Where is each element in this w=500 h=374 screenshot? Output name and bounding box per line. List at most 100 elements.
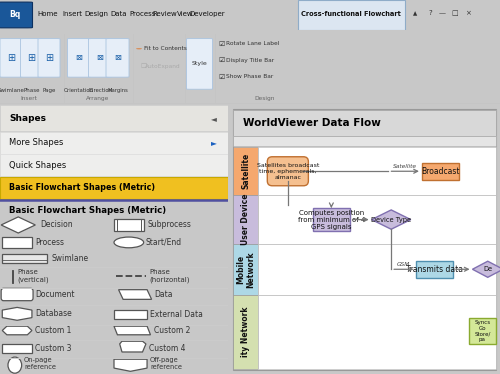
Text: Mobile
Network: Mobile Network	[236, 251, 256, 288]
Text: Show Phase Bar: Show Phase Bar	[226, 74, 273, 79]
FancyBboxPatch shape	[106, 39, 129, 77]
Text: Basic Flowchart Shapes (Metric): Basic Flowchart Shapes (Metric)	[9, 183, 155, 192]
Text: —: —	[439, 10, 446, 16]
Text: On-page
reference: On-page reference	[24, 357, 56, 370]
FancyBboxPatch shape	[0, 39, 22, 77]
FancyBboxPatch shape	[88, 39, 112, 77]
Text: Device Type: Device Type	[371, 217, 412, 223]
Text: Computes position
from minimum of 4
GPS signals: Computes position from minimum of 4 GPS …	[298, 209, 365, 230]
FancyBboxPatch shape	[0, 132, 228, 154]
Text: ⊠: ⊠	[114, 53, 121, 62]
Text: Broadcast: Broadcast	[421, 167, 460, 176]
FancyBboxPatch shape	[0, 177, 228, 199]
Text: □: □	[452, 10, 458, 16]
FancyBboxPatch shape	[416, 261, 453, 278]
Text: GSM: GSM	[397, 262, 410, 267]
Text: Subprocess: Subprocess	[147, 220, 191, 230]
Text: Shapes: Shapes	[9, 114, 46, 123]
FancyBboxPatch shape	[20, 39, 42, 77]
FancyBboxPatch shape	[234, 110, 496, 135]
Text: ity Network: ity Network	[241, 306, 250, 357]
Text: ⊞: ⊞	[28, 53, 36, 63]
Text: ⊞: ⊞	[45, 53, 53, 63]
Text: More Shapes: More Shapes	[9, 138, 64, 147]
Ellipse shape	[114, 237, 144, 248]
Text: Database: Database	[36, 309, 72, 318]
Text: ►: ►	[212, 138, 218, 147]
Text: ×: ×	[464, 10, 470, 16]
Text: Arrange: Arrange	[86, 96, 109, 101]
Text: Data: Data	[154, 290, 173, 299]
Text: Custom 4: Custom 4	[150, 344, 186, 353]
Text: Design: Design	[84, 11, 108, 17]
Text: Style: Style	[192, 61, 208, 67]
FancyBboxPatch shape	[258, 196, 496, 244]
Text: Bq: Bq	[9, 10, 20, 19]
FancyBboxPatch shape	[234, 244, 258, 295]
Text: ▲: ▲	[413, 11, 417, 16]
Polygon shape	[2, 344, 32, 353]
Text: Home: Home	[37, 11, 58, 17]
Text: View: View	[176, 11, 194, 17]
Text: Satellite: Satellite	[393, 164, 417, 169]
Text: ⊠: ⊠	[96, 53, 103, 62]
Text: WorldViewer Data Flow: WorldViewer Data Flow	[243, 118, 381, 128]
Text: Phase
(vertical): Phase (vertical)	[17, 269, 48, 283]
Polygon shape	[2, 326, 32, 335]
FancyBboxPatch shape	[258, 295, 496, 369]
Text: ☐: ☐	[140, 63, 146, 69]
Text: ⊞: ⊞	[7, 53, 15, 63]
Text: User Device: User Device	[241, 194, 250, 245]
Text: Direction: Direction	[88, 88, 112, 93]
Text: Swimlane: Swimlane	[52, 254, 88, 263]
Text: Rotate Lane Label: Rotate Lane Label	[226, 41, 279, 46]
Polygon shape	[120, 341, 146, 352]
Polygon shape	[114, 359, 147, 371]
Text: ☑: ☑	[218, 40, 224, 46]
Text: Off-page
reference: Off-page reference	[150, 357, 182, 370]
Text: Quick Shapes: Quick Shapes	[9, 160, 66, 169]
FancyBboxPatch shape	[422, 163, 459, 180]
FancyBboxPatch shape	[1, 288, 33, 301]
Polygon shape	[1, 217, 35, 233]
Circle shape	[8, 357, 22, 373]
FancyBboxPatch shape	[68, 39, 90, 77]
Text: Data: Data	[111, 11, 127, 17]
Polygon shape	[472, 261, 500, 278]
Text: ☑: ☑	[218, 74, 224, 80]
Text: Fit to Contents: Fit to Contents	[144, 46, 187, 51]
FancyBboxPatch shape	[114, 310, 147, 319]
Text: Basic Flowchart Shapes (Metric): Basic Flowchart Shapes (Metric)	[9, 206, 166, 215]
Polygon shape	[118, 290, 152, 299]
Text: Custom 1: Custom 1	[36, 326, 72, 335]
Circle shape	[136, 48, 142, 49]
FancyBboxPatch shape	[186, 39, 212, 89]
FancyBboxPatch shape	[234, 110, 496, 370]
Text: Display Title Bar: Display Title Bar	[226, 58, 274, 62]
Text: Syncs
Go
Store/
pa: Syncs Go Store/ pa	[474, 320, 490, 342]
FancyBboxPatch shape	[234, 295, 258, 369]
Text: Decision: Decision	[40, 220, 72, 230]
FancyBboxPatch shape	[258, 244, 496, 295]
FancyBboxPatch shape	[268, 157, 308, 186]
Text: Design: Design	[255, 96, 275, 101]
Text: ?: ?	[428, 10, 432, 16]
Text: Custom 2: Custom 2	[154, 326, 190, 335]
Text: Transmits data: Transmits data	[406, 265, 463, 274]
Text: Cross-functional Flowchart: Cross-functional Flowchart	[301, 11, 401, 17]
FancyBboxPatch shape	[114, 219, 144, 231]
FancyBboxPatch shape	[2, 237, 32, 248]
Text: Process: Process	[130, 11, 156, 17]
Text: Document: Document	[36, 290, 75, 299]
Text: De: De	[483, 266, 492, 272]
Text: Phase: Phase	[23, 88, 40, 93]
Text: ⊠: ⊠	[76, 53, 82, 62]
Text: Margins: Margins	[107, 88, 128, 93]
Polygon shape	[114, 326, 150, 335]
FancyBboxPatch shape	[234, 196, 258, 244]
FancyBboxPatch shape	[0, 154, 228, 176]
Polygon shape	[2, 307, 32, 320]
Text: Custom 3: Custom 3	[36, 344, 72, 353]
Text: Start/End: Start/End	[146, 238, 182, 247]
Text: ◄: ◄	[212, 114, 218, 123]
